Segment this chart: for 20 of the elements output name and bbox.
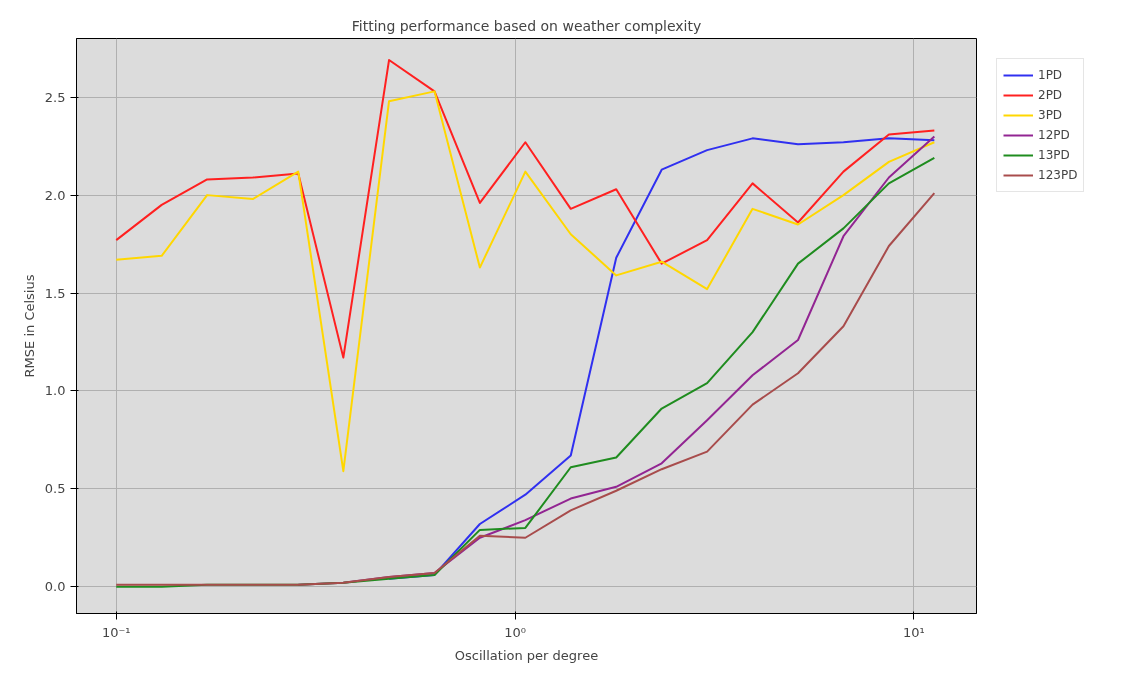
y-tick-label: 2.0 (44, 187, 66, 203)
y-tick-label: 0.5 (44, 481, 66, 497)
y-tick-label: 1.5 (44, 285, 66, 301)
legend-label: 12PD (1038, 128, 1070, 142)
x-tick-label: 10⁻¹ (101, 624, 131, 640)
x-axis-title: Oscillation per degree (454, 647, 599, 663)
x-tick-label: 10¹ (903, 624, 925, 640)
y-axis-title: RMSE in Celsius (21, 274, 37, 378)
chart-title: Fitting performance based on weather complexity (351, 17, 702, 34)
y-tick-label: 2.5 (44, 89, 66, 105)
legend-label: 3PD (1038, 108, 1063, 122)
legend-label: 2PD (1038, 88, 1063, 102)
line-series (115, 59, 936, 359)
legend-label: 123PD (1038, 168, 1078, 182)
line-series (115, 90, 936, 473)
x-tick-label: 10⁰ (504, 624, 526, 640)
y-tick-label: 1.0 (44, 383, 66, 399)
legend-label: 13PD (1038, 148, 1070, 162)
legend-label: 1PD (1038, 68, 1063, 82)
y-tick-label: 0.0 (44, 579, 66, 595)
